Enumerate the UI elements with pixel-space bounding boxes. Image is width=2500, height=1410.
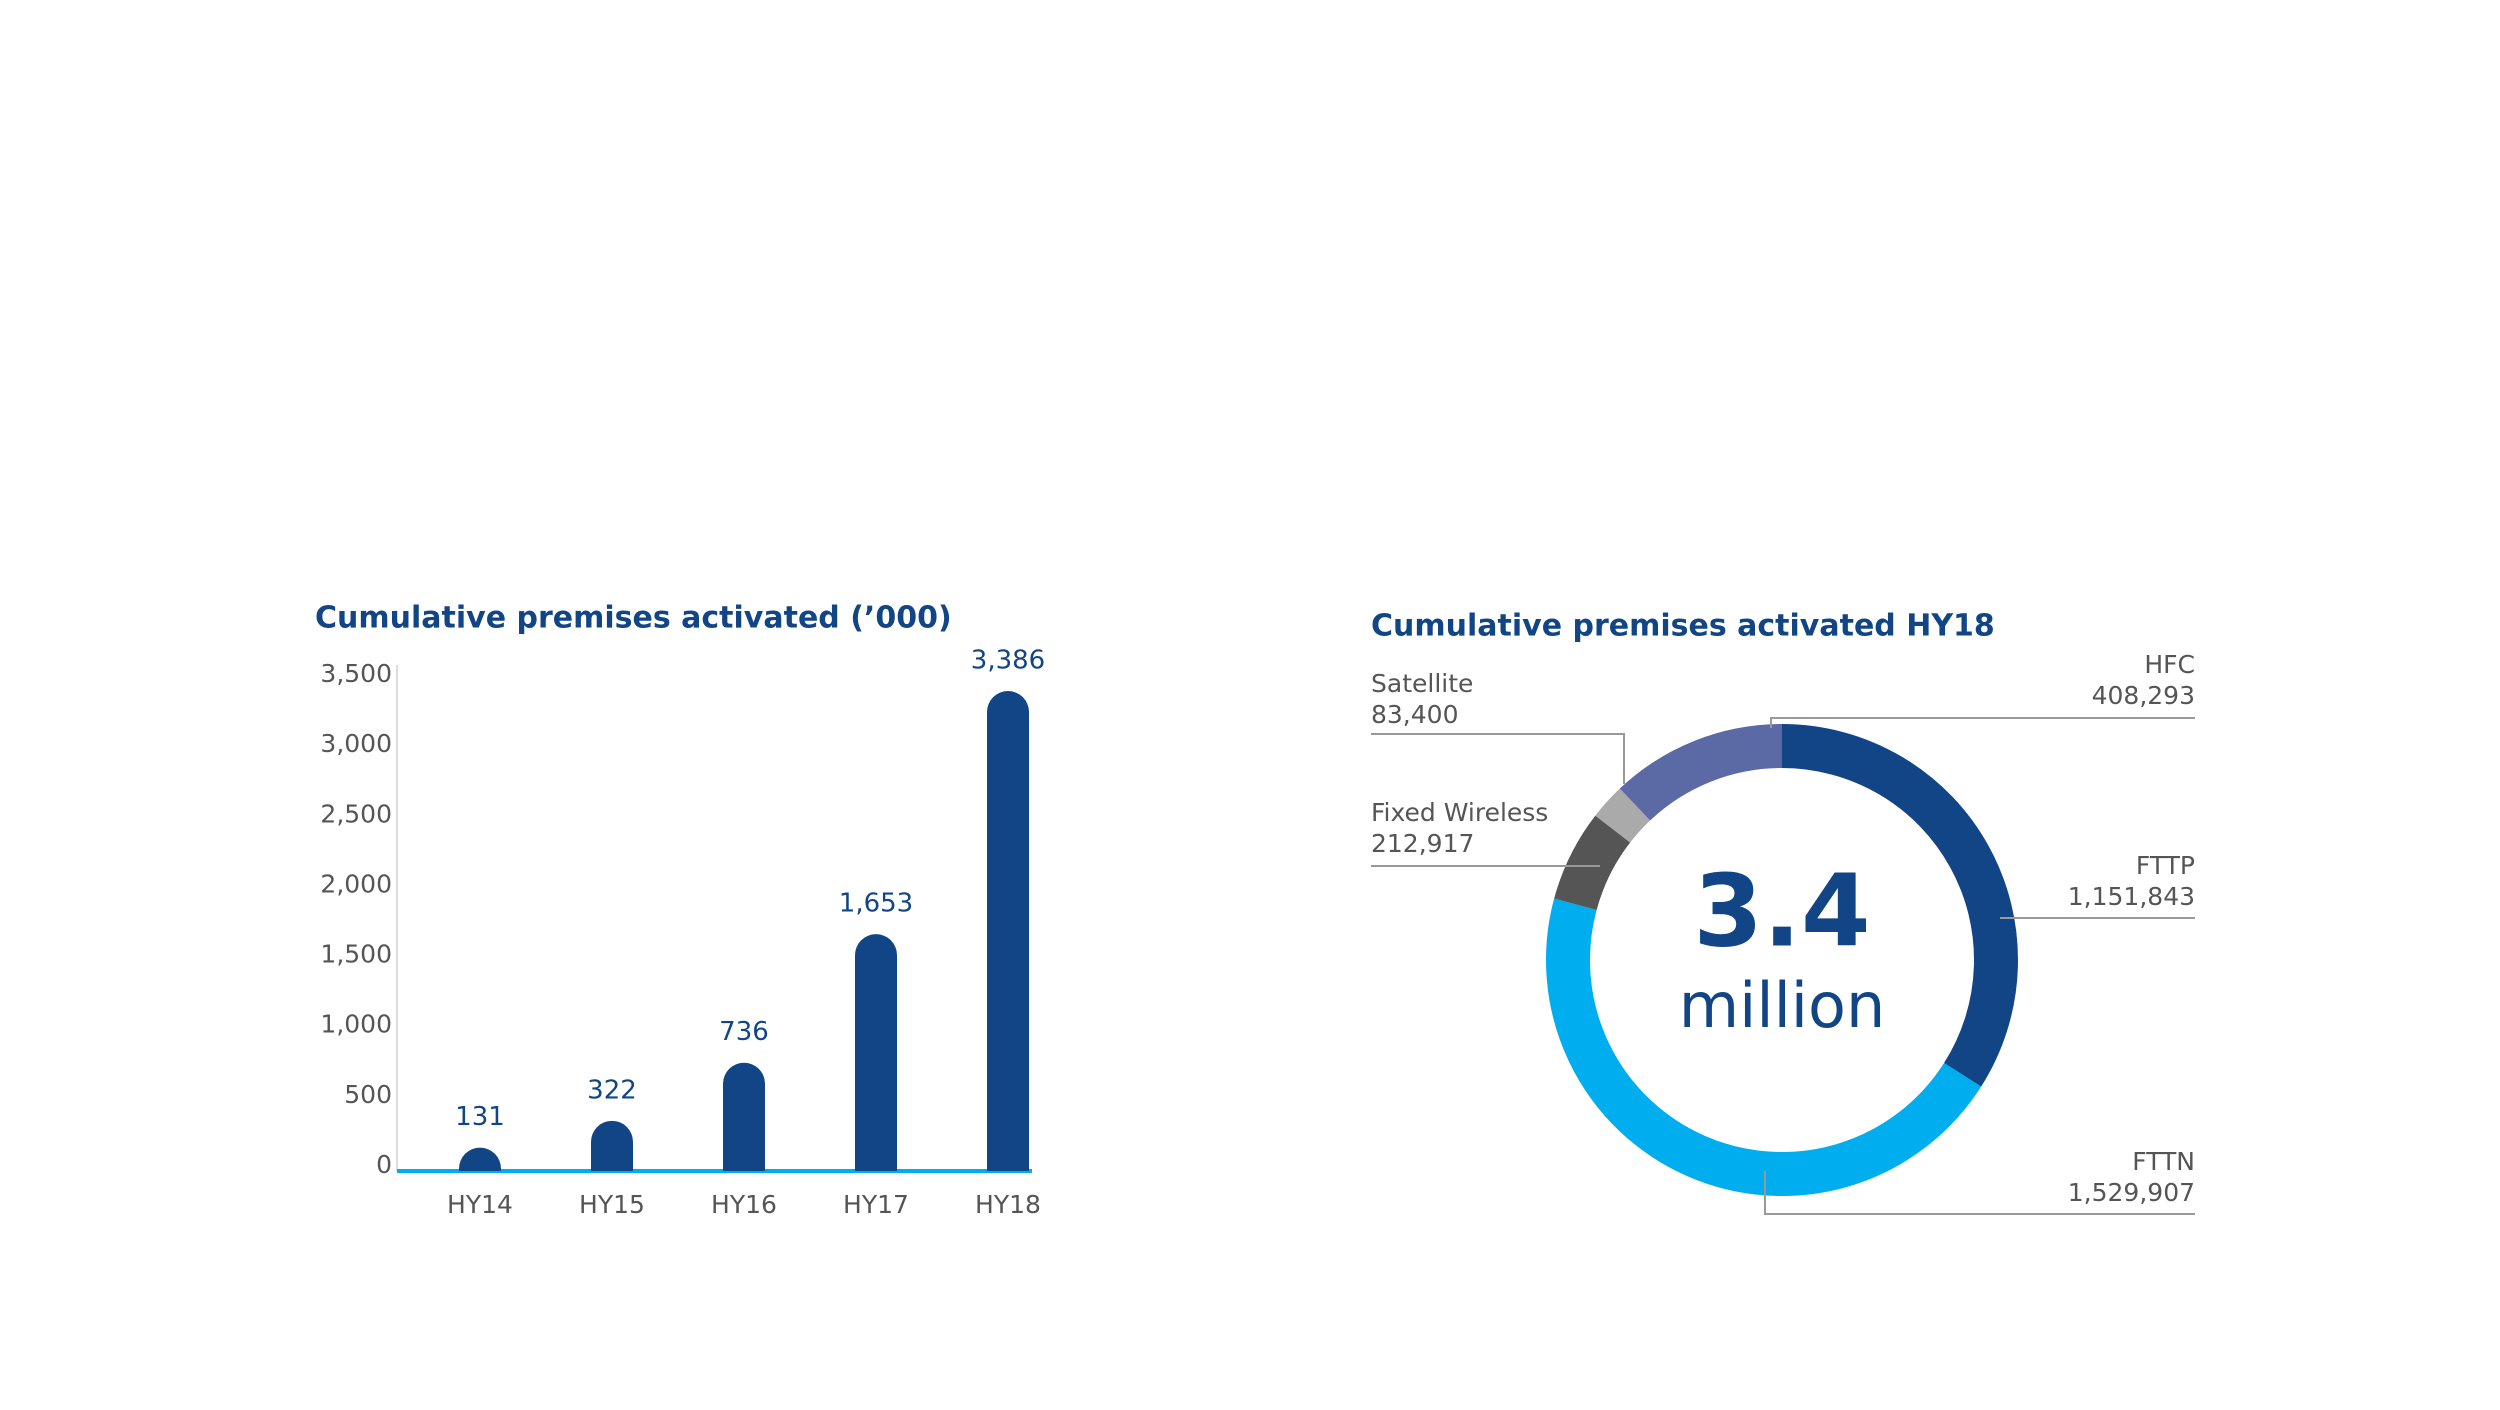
y-tick-label: 0 bbox=[376, 1150, 392, 1179]
x-tick-label: HY14 bbox=[447, 1190, 513, 1219]
value-label: 1,653 bbox=[839, 889, 913, 919]
donut-segment bbox=[1554, 815, 1631, 911]
y-tick-label: 2,000 bbox=[320, 869, 392, 898]
chart-title: Cumulative premises activated (’000) bbox=[315, 601, 952, 636]
bar bbox=[987, 690, 1029, 1171]
bar bbox=[591, 1120, 633, 1171]
leader-line bbox=[1371, 733, 1625, 784]
y-tick-label: 500 bbox=[344, 1080, 392, 1109]
x-tick-label: HY18 bbox=[975, 1190, 1041, 1219]
value-label: 322 bbox=[587, 1075, 637, 1105]
x-tick-label: HY16 bbox=[711, 1190, 777, 1219]
donut-segment bbox=[1546, 898, 1982, 1196]
chart-title: Cumulative premises activated HY18 bbox=[1371, 609, 1995, 644]
value-label: 736 bbox=[719, 1017, 769, 1047]
leader-line bbox=[1770, 717, 2195, 728]
x-tick-label: HY15 bbox=[579, 1190, 645, 1219]
center-unit: million bbox=[1679, 969, 1886, 1042]
y-tick-label: 1,000 bbox=[320, 1010, 392, 1039]
y-tick-label: 3,000 bbox=[320, 729, 392, 758]
bar bbox=[723, 1062, 765, 1171]
y-tick-label: 1,500 bbox=[320, 940, 392, 969]
segment-value: 83,400 bbox=[1371, 700, 1458, 729]
donut-segment bbox=[1619, 724, 1783, 821]
segment-label: Fixed Wireless bbox=[1371, 798, 1548, 827]
value-label: 3,386 bbox=[971, 645, 1045, 675]
x-tick-label: HY17 bbox=[843, 1190, 909, 1219]
segment-value: 1,529,907 bbox=[2068, 1178, 2195, 1207]
segment-label: Satellite bbox=[1371, 669, 1473, 698]
y-tick-label: 3,500 bbox=[320, 659, 392, 688]
center-value: 3.4 bbox=[1693, 852, 1870, 969]
leader-line bbox=[1764, 1171, 2195, 1215]
bar bbox=[459, 1147, 501, 1171]
segment-label: FTTP bbox=[2136, 851, 2195, 880]
segment-value: 212,917 bbox=[1371, 829, 1474, 858]
segment-value: 408,293 bbox=[2092, 681, 2195, 710]
donut-segment bbox=[1595, 788, 1651, 843]
segment-label: HFC bbox=[2144, 650, 2195, 679]
value-label: 131 bbox=[455, 1102, 505, 1132]
bar bbox=[855, 934, 897, 1171]
donut-segment bbox=[1781, 724, 2018, 1087]
y-tick-label: 2,500 bbox=[320, 799, 392, 828]
segment-label: FTTN bbox=[2132, 1147, 2195, 1176]
segment-value: 1,151,843 bbox=[2068, 882, 2195, 911]
